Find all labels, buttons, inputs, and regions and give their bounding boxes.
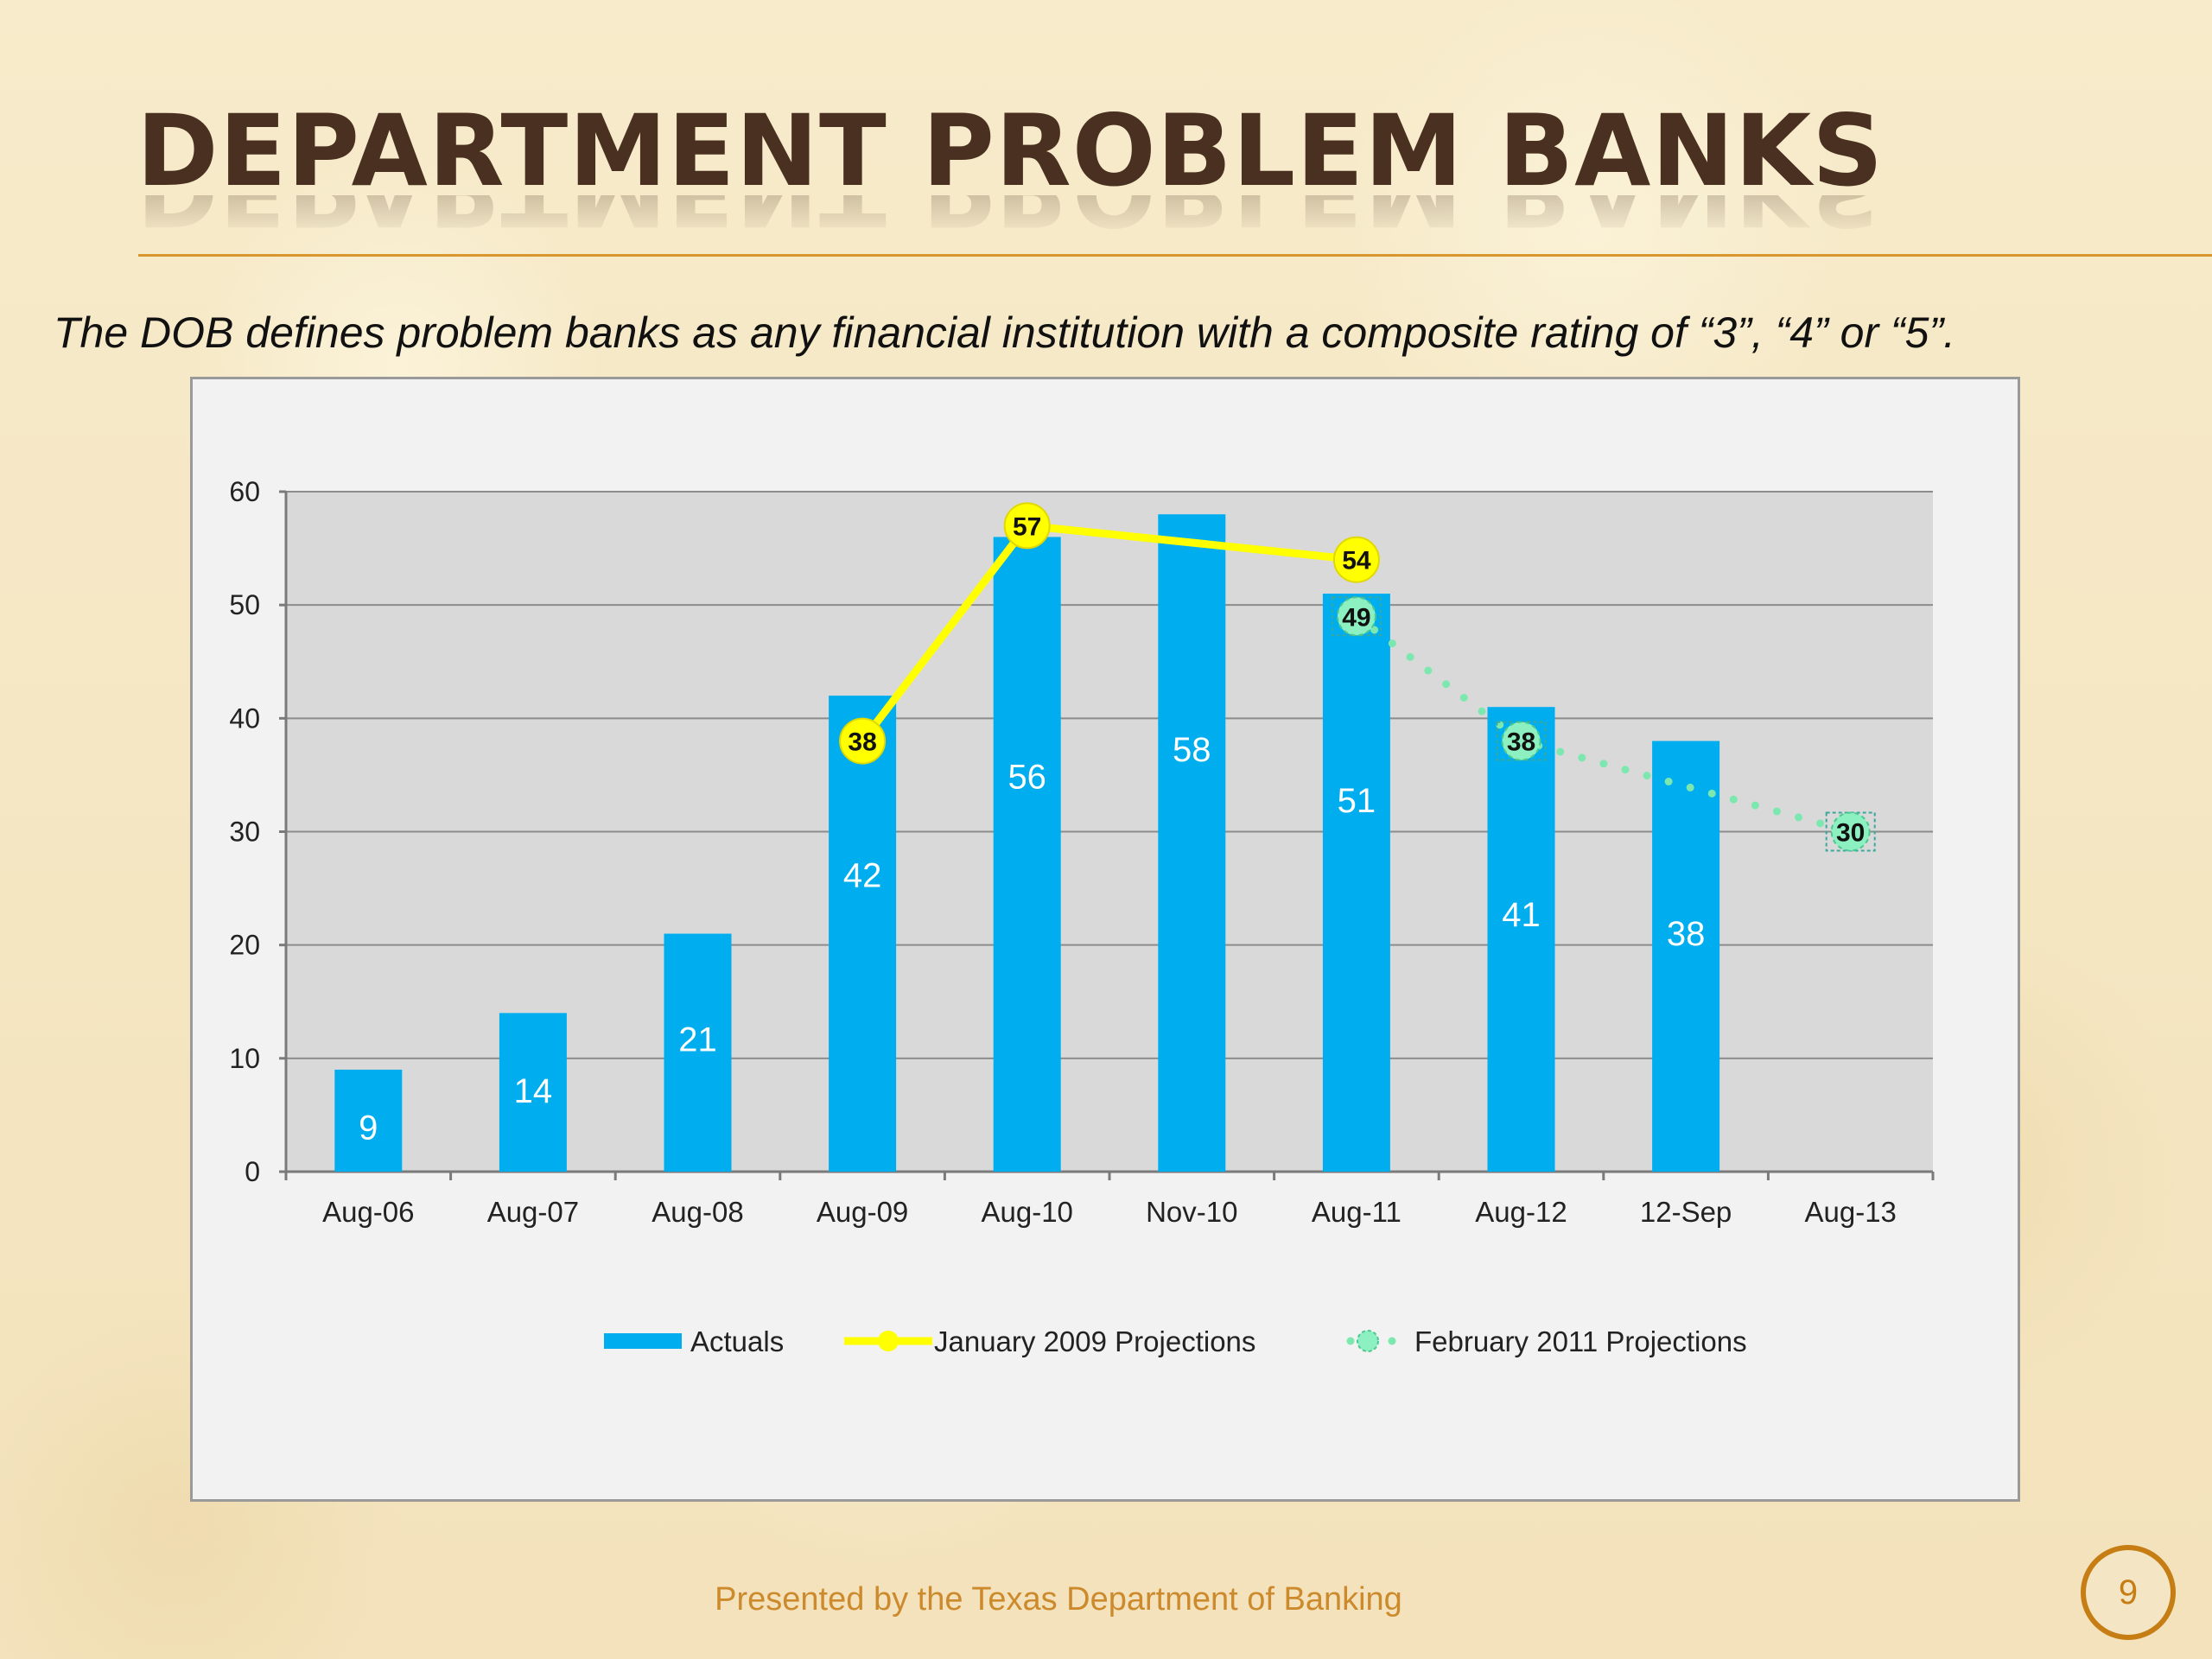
feb-2011-value-label: 30 xyxy=(1836,819,1865,848)
feb-2011-value-label: 49 xyxy=(1342,603,1370,632)
bar-value-label: 51 xyxy=(1338,782,1376,820)
legend-marker-feb-2011 xyxy=(1357,1330,1379,1352)
marker-jan-2009 xyxy=(839,717,887,765)
bar-value-label: 58 xyxy=(1173,731,1211,769)
bar-actuals xyxy=(499,1013,567,1172)
y-tick-label: 40 xyxy=(229,702,260,734)
bar-value-label: 38 xyxy=(1667,915,1706,953)
marker-jan-2009 xyxy=(1332,536,1380,583)
x-tick-label: Aug-13 xyxy=(1804,1196,1896,1228)
jan-2009-value-label: 57 xyxy=(1013,512,1041,541)
y-tick-label: 20 xyxy=(229,930,260,961)
legend-marker-jan-2009 xyxy=(878,1331,899,1351)
bar-value-label: 56 xyxy=(1007,759,1046,797)
bar-value-label: 42 xyxy=(843,856,882,894)
line-feb-2011-projections xyxy=(1352,612,1855,836)
bar-actuals xyxy=(1158,514,1226,1172)
bar-value-label: 21 xyxy=(678,1021,717,1059)
problem-banks-chart: 0 10 20 30 40 50 60 Aug-06 Aug-07 Aug-08 Aug-09 Aug… xyxy=(229,476,1935,1357)
slide-title-reflection: DEPARTMENT PROBLEM BANKS xyxy=(137,195,1884,238)
legend-swatch-actuals xyxy=(604,1333,682,1349)
slide-footer: Presented by the Texas Department of Ban… xyxy=(715,1581,1402,1618)
slide-title: DEPARTMENT PROBLEM BANKS xyxy=(137,93,1885,208)
feb-2011-value-label: 38 xyxy=(1507,728,1535,757)
legend-label-jan-2009: January 2009 Projections xyxy=(934,1325,1255,1357)
x-tick-label: Aug-10 xyxy=(981,1196,1072,1228)
y-tick-label: 60 xyxy=(229,476,260,507)
bar-value-label: 41 xyxy=(1502,896,1541,934)
y-tick-label: 50 xyxy=(229,589,260,620)
bar-actuals xyxy=(993,537,1061,1172)
bar-value-label: 9 xyxy=(359,1109,378,1147)
bar-actuals xyxy=(829,696,897,1172)
x-tick-label: Nov-10 xyxy=(1146,1196,1237,1228)
bar-actuals xyxy=(1652,741,1720,1172)
marker-feb-2011 xyxy=(1501,721,1541,761)
bar-actuals xyxy=(1487,707,1555,1172)
marker-feb-2011 xyxy=(1830,811,1871,852)
legend-label-actuals: Actuals xyxy=(690,1325,784,1357)
marker-feb-2011 xyxy=(1336,596,1376,637)
x-tick-label: Aug-12 xyxy=(1475,1196,1567,1228)
jan-2009-value-label: 38 xyxy=(848,728,876,757)
legend-label-feb-2011: February 2011 Projections xyxy=(1414,1325,1747,1357)
chart-frame: 0 10 20 30 40 50 60 Aug-06 Aug-07 Aug-08 Aug-09 Aug… xyxy=(190,377,2020,1502)
bar-actuals xyxy=(664,933,732,1172)
title-rule xyxy=(138,254,2212,257)
jan-2009-value-label: 54 xyxy=(1342,547,1371,575)
y-tick-label: 30 xyxy=(229,817,260,848)
page-number-badge: 9 xyxy=(2081,1545,2176,1640)
x-tick-label: Aug-11 xyxy=(1312,1196,1402,1228)
y-tick-label: 0 xyxy=(245,1156,260,1187)
x-tick-label: Aug-08 xyxy=(652,1196,743,1228)
bar-actuals xyxy=(334,1069,403,1172)
title-block: DEPARTMENT PROBLEM BANKS DEPARTMENT PROB… xyxy=(137,93,1885,239)
bar-value-label: 14 xyxy=(514,1072,553,1110)
bar-actuals xyxy=(1322,594,1390,1172)
marker-jan-2009 xyxy=(1003,502,1051,550)
x-tick-label: Aug-06 xyxy=(322,1196,414,1228)
x-tick-label: Aug-07 xyxy=(487,1196,579,1228)
slide-subtitle: The DOB defines problem banks as any fin… xyxy=(54,308,1956,357)
x-tick-label: Aug-09 xyxy=(817,1196,908,1228)
y-tick-label: 10 xyxy=(229,1043,260,1074)
x-tick-label: 12-Sep xyxy=(1640,1196,1732,1228)
